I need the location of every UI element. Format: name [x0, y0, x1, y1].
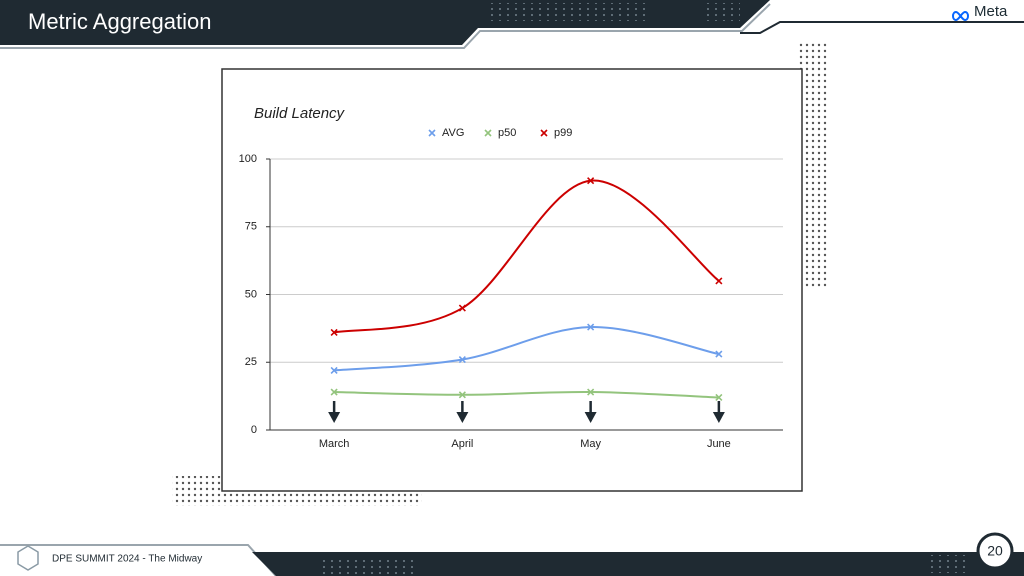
- x-tick-label: May: [580, 438, 601, 450]
- meta-icon: [952, 10, 969, 22]
- header-line: [740, 21, 1024, 34]
- point-marker: [587, 323, 595, 331]
- point-marker: [458, 304, 466, 312]
- legend-marker: [540, 129, 548, 137]
- point-marker: [587, 388, 595, 396]
- slide-title: Metric Aggregation: [28, 9, 211, 34]
- series-line: [334, 391, 719, 399]
- legend-label: p99: [554, 127, 572, 139]
- chart-title: Build Latency: [254, 105, 346, 122]
- footer-band: [252, 552, 1024, 576]
- chart-card: [221, 68, 803, 492]
- footer-icon: [17, 545, 39, 571]
- dots: [490, 3, 650, 21]
- header-line: [0, 3, 771, 49]
- point-marker: [715, 393, 723, 402]
- legend-label: AVG: [442, 127, 464, 139]
- series-line: [334, 326, 720, 372]
- point-marker: [330, 388, 338, 396]
- page-number: 20: [987, 543, 1003, 559]
- y-tick-label: 0: [251, 424, 257, 436]
- x-tick-label: June: [707, 438, 731, 450]
- point-marker: [458, 391, 466, 399]
- point-marker: [330, 328, 338, 337]
- y-tick-label: 25: [245, 356, 257, 368]
- plot: 0 25 50 75 100 March April May June AVG p50 p99: [239, 127, 783, 450]
- x-tick-label: April: [451, 438, 473, 450]
- footer-left: [0, 548, 272, 576]
- legend-label: p50: [498, 127, 516, 139]
- point-marker: [715, 350, 723, 358]
- legend-marker: [484, 129, 492, 137]
- point-marker: [715, 277, 723, 285]
- y-tick-label: 75: [245, 221, 257, 233]
- x-tick-label: March: [319, 438, 350, 450]
- arrow-head: [456, 412, 469, 423]
- arrow-head: [328, 412, 341, 423]
- dots: [930, 555, 970, 573]
- arrow-head: [712, 412, 725, 423]
- y-tick-label: 100: [239, 153, 257, 165]
- arrow-head: [584, 412, 597, 423]
- series-line: [333, 179, 720, 334]
- dots: [320, 558, 415, 574]
- point-marker: [458, 355, 466, 364]
- page-badge: [976, 532, 1014, 570]
- dots: [705, 3, 740, 21]
- y-tick-label: 50: [245, 288, 257, 300]
- point-marker: [330, 366, 338, 374]
- point-marker: [587, 177, 595, 185]
- legend-marker: [428, 129, 436, 137]
- logo: Meta: [974, 3, 1008, 20]
- footer-event: DPE SUMMIT 2024 - The Midway: [52, 554, 202, 565]
